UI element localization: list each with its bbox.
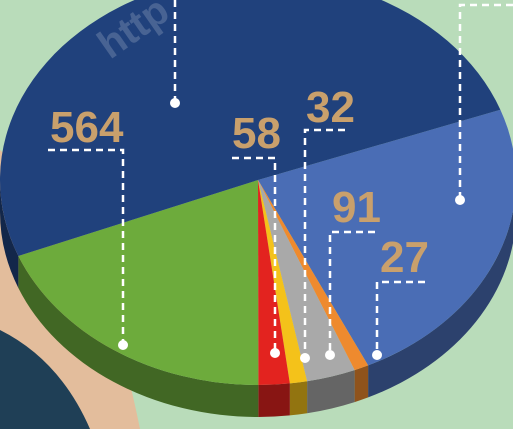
leader-dot <box>455 195 465 205</box>
slice-side <box>0 180 19 288</box>
slice-side <box>354 365 369 403</box>
leader-dot <box>325 350 335 360</box>
value-label: 58 <box>232 109 281 158</box>
slice <box>18 180 259 385</box>
slice <box>258 180 355 382</box>
leader-dot <box>270 348 280 358</box>
value-label: 91 <box>332 183 381 232</box>
leader-line <box>375 280 425 355</box>
leader-line <box>303 128 345 358</box>
leader-line <box>458 3 513 200</box>
slice <box>258 180 290 385</box>
pie <box>0 0 513 417</box>
slice-side <box>289 381 308 416</box>
slice-side <box>368 211 513 398</box>
slice <box>0 0 501 256</box>
leader-line <box>232 156 277 353</box>
value-label: 564 <box>50 103 124 152</box>
slice-side <box>18 255 259 417</box>
leader-line <box>328 230 375 355</box>
slice <box>258 180 308 384</box>
value-label: 32 <box>306 83 355 132</box>
slice-side <box>307 370 355 414</box>
sleeve <box>0 330 90 429</box>
slice <box>258 109 513 366</box>
slice-side <box>258 383 290 417</box>
leader-line <box>48 148 125 345</box>
leader-dot <box>372 350 382 360</box>
leader-dot <box>300 353 310 363</box>
leader-dot <box>118 340 128 350</box>
slice <box>258 180 369 371</box>
value-label: 27 <box>380 233 429 282</box>
leader-dot <box>170 98 180 108</box>
